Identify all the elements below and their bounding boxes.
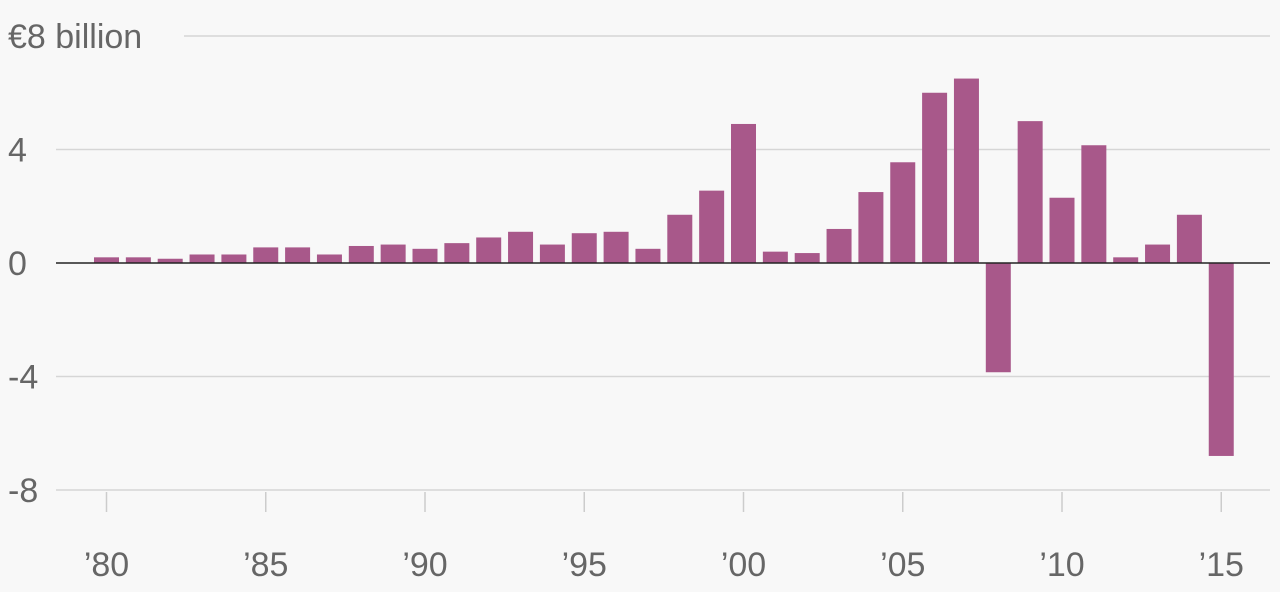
bar-2004 xyxy=(858,192,884,263)
bar-2008 xyxy=(985,263,1011,373)
x-tick-label: ’10 xyxy=(1039,546,1084,584)
bar-1992 xyxy=(476,237,502,263)
bar-1993 xyxy=(508,231,534,263)
bar-1982 xyxy=(157,258,183,263)
tick-labels: €8 billion 4 0 -4 -8 ’80 ’85 ’90 ’95 ’00 ’05 ’10 ’15 xyxy=(8,18,1244,584)
x-tick-label: ’90 xyxy=(402,546,447,584)
bar-1984 xyxy=(221,254,247,263)
bar-2001 xyxy=(762,251,788,263)
bar-2010 xyxy=(1049,197,1075,263)
x-tick-label: ’95 xyxy=(562,546,607,584)
bar-1996 xyxy=(603,231,629,263)
bar-2012 xyxy=(1113,257,1139,263)
bar-2015 xyxy=(1208,263,1234,456)
x-tick-label: ’05 xyxy=(880,546,925,584)
bar-1988 xyxy=(348,245,374,263)
y-tick-label: 0 xyxy=(8,245,27,283)
x-tick-label: ’85 xyxy=(243,546,288,584)
y-tick-label: -4 xyxy=(8,359,38,397)
bar-2014 xyxy=(1176,214,1202,263)
x-tick-label: ’80 xyxy=(84,546,129,584)
bar-2006 xyxy=(922,92,948,263)
gridlines xyxy=(56,35,1270,491)
bar-1990 xyxy=(412,248,438,263)
bar-1986 xyxy=(285,247,311,263)
bar-2011 xyxy=(1081,145,1107,263)
bar-2003 xyxy=(826,228,852,263)
bar-1997 xyxy=(635,248,661,263)
bar-2009 xyxy=(1017,121,1043,263)
bar-1991 xyxy=(444,243,470,263)
x-tick-label: ’00 xyxy=(721,546,766,584)
bar-1985 xyxy=(253,247,279,263)
bar-2002 xyxy=(794,253,820,263)
bar-1980 xyxy=(94,257,119,263)
bar-1981 xyxy=(125,257,151,263)
axes xyxy=(56,262,1270,512)
y-tick-label: 4 xyxy=(8,132,27,170)
bar-2013 xyxy=(1145,244,1171,263)
bar-2007 xyxy=(953,78,979,263)
bar-1998 xyxy=(667,214,693,263)
x-tick-label: ’15 xyxy=(1199,546,1244,584)
bar-1989 xyxy=(380,244,406,263)
y-tick-label: -8 xyxy=(8,472,38,510)
bar-2000 xyxy=(731,123,756,264)
y-tick-label: €8 billion xyxy=(8,18,142,56)
bar-1995 xyxy=(571,233,597,263)
bar-1994 xyxy=(539,244,565,263)
bar-2005 xyxy=(890,162,916,263)
bar-1987 xyxy=(316,254,342,263)
bar-1999 xyxy=(699,190,725,263)
bar-1983 xyxy=(189,254,215,263)
bars xyxy=(94,78,1234,456)
